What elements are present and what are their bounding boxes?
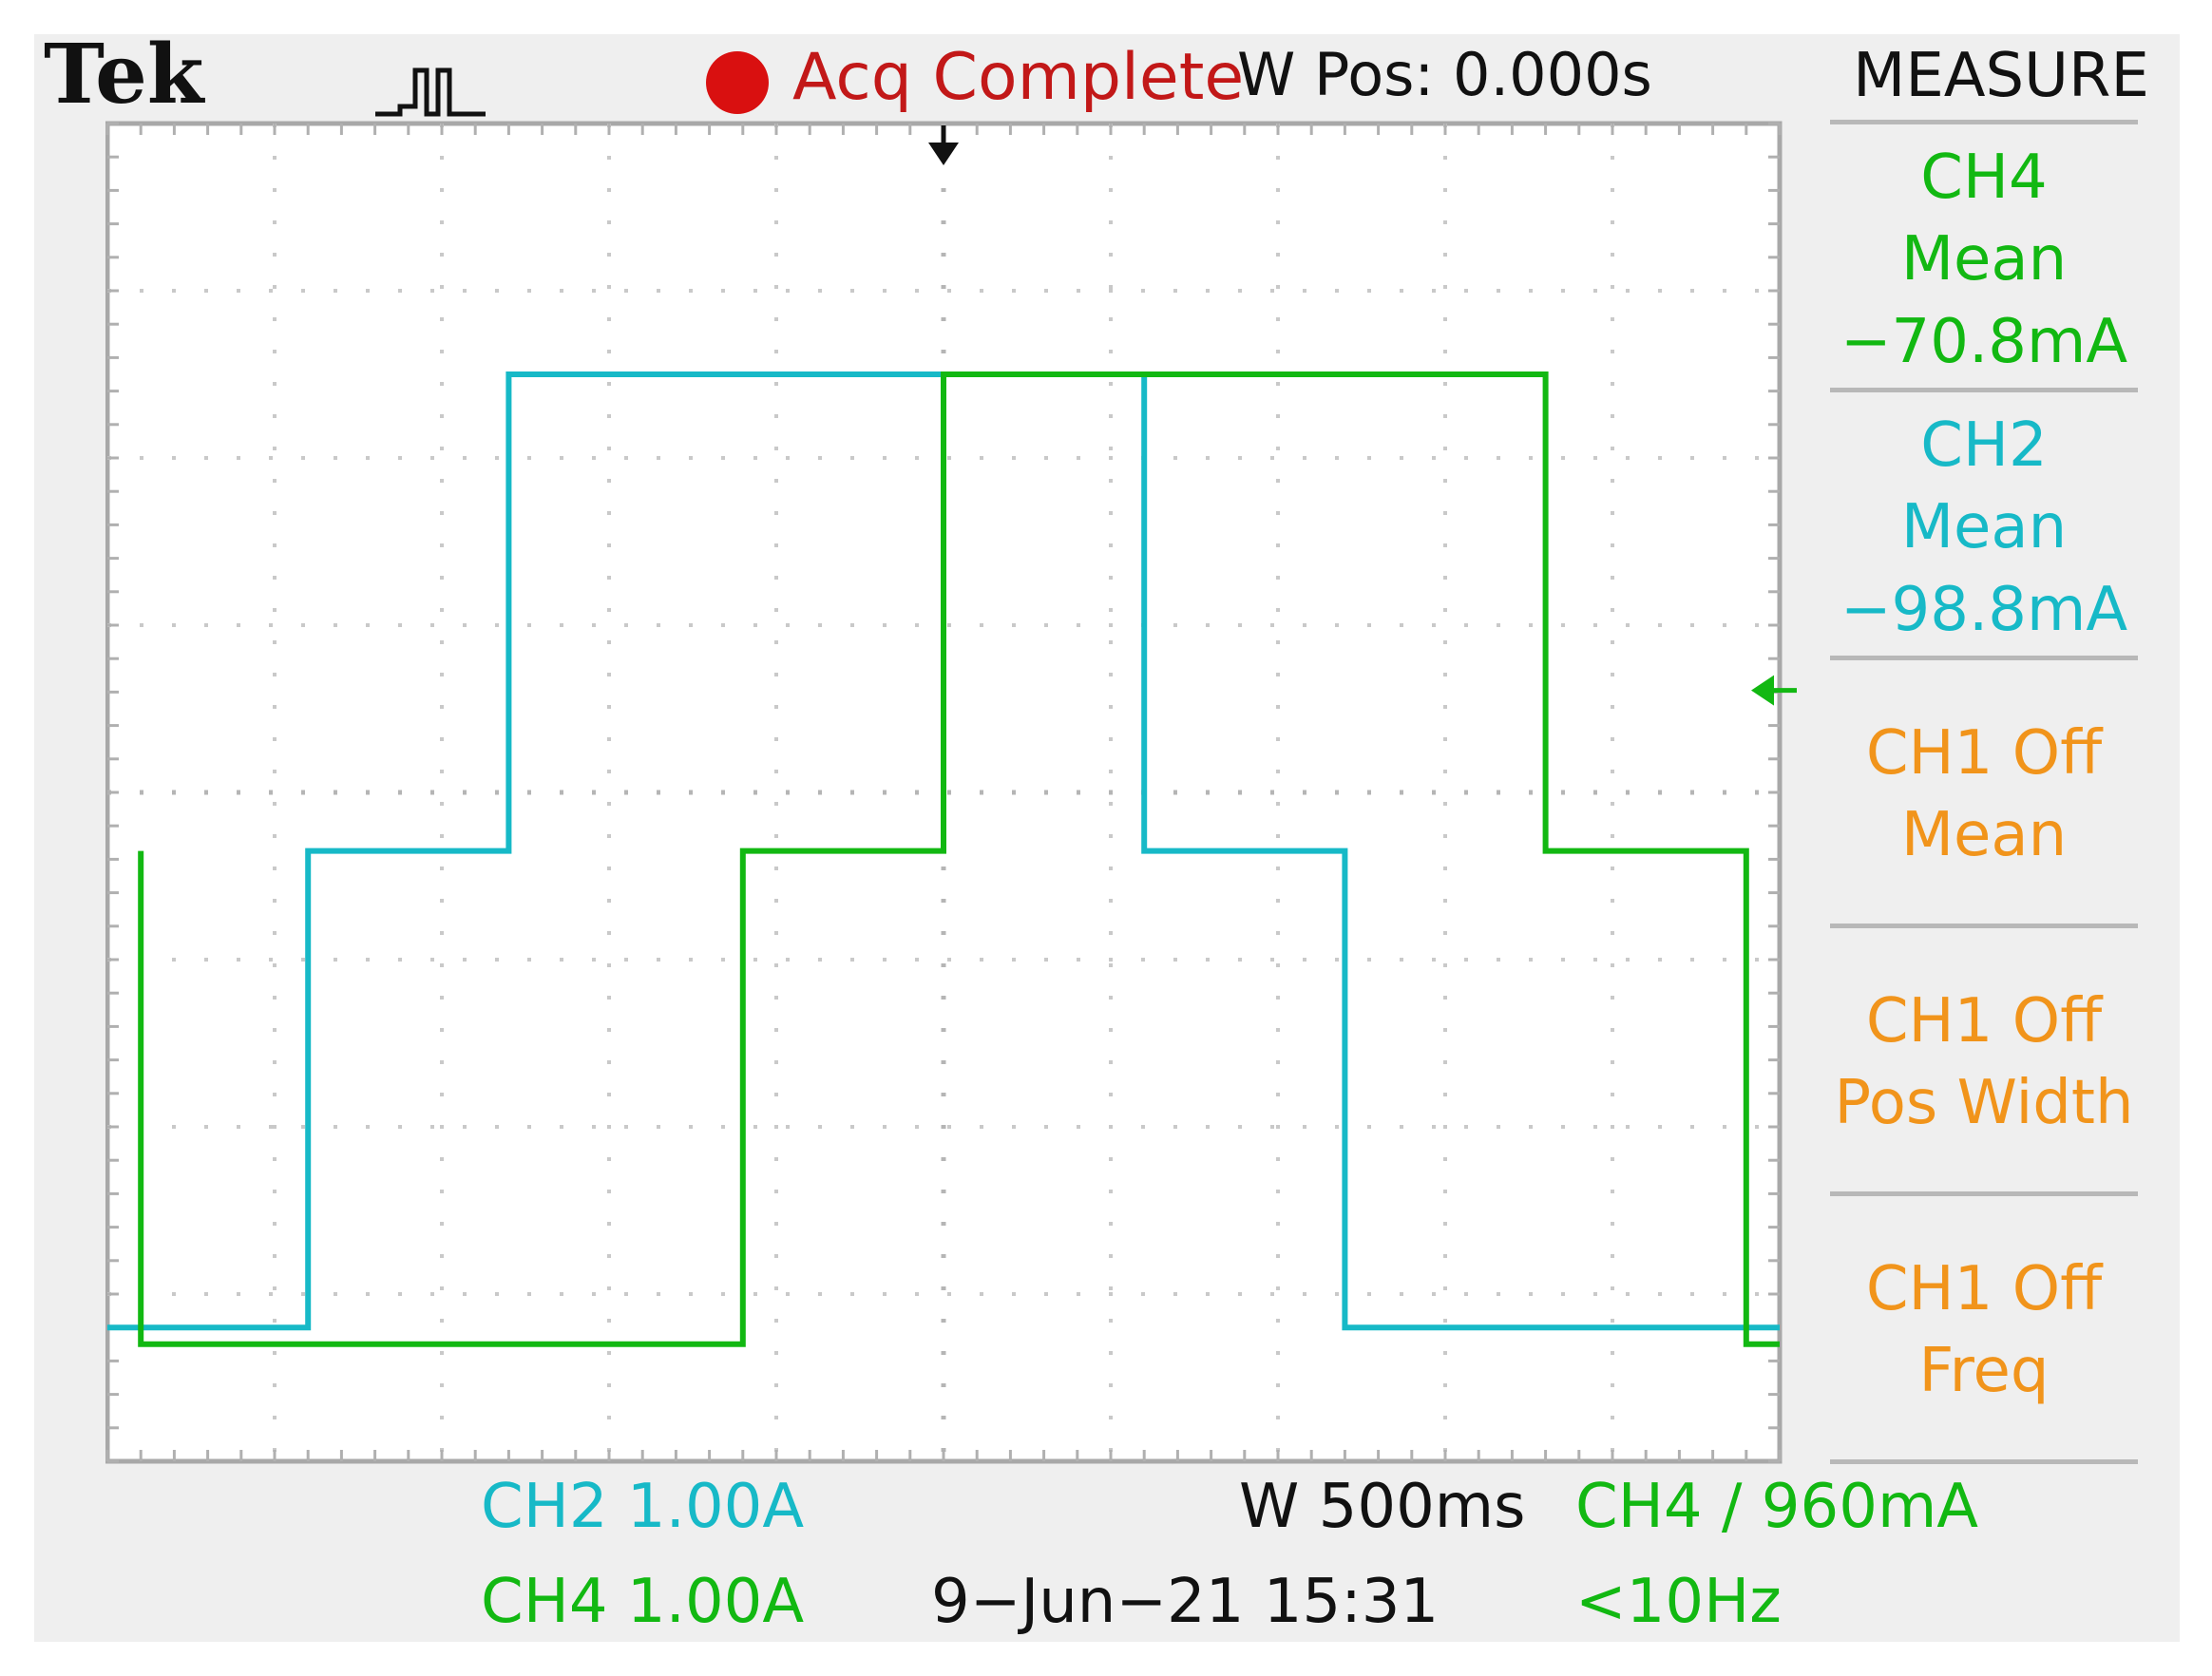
measure-separator [1830, 1459, 2138, 1464]
markers [928, 125, 1797, 706]
measure-separator [1830, 656, 2138, 660]
traces [107, 371, 1780, 1347]
measure-line3: −98.8mA [1840, 574, 2128, 645]
measure-line1: CH1 Off [1865, 986, 2103, 1057]
menu-title: MEASURE [1853, 41, 2149, 111]
brand-logo: Tek [44, 27, 204, 123]
measure-line1: CH1 Off [1865, 1254, 2103, 1324]
measure-line1: CH2 [1920, 410, 2048, 481]
grid [105, 122, 1782, 1463]
trace-ch4 [138, 371, 1780, 1347]
trigger-setting: CH4 ∕ 960mA [1575, 1472, 1979, 1542]
measure-separator [1830, 120, 2138, 124]
measure-separator [1830, 388, 2138, 392]
measure-slot[interactable]: CH4 Mean −70.8mA [1830, 137, 2138, 383]
date-time: 9−Jun−21 15:31 [931, 1567, 1440, 1637]
measure-separator [1830, 1191, 2138, 1196]
window-position: W Pos: 0.000s [1237, 40, 1652, 109]
measure-line2: Mean [1900, 224, 2068, 295]
measure-slot[interactable]: CH2 Mean −98.8mA [1830, 405, 2138, 651]
ch4-scale: CH4 1.00A [481, 1567, 805, 1637]
measure-slot[interactable]: CH1 Off Freq [1830, 1248, 2138, 1413]
trace-ch2 [107, 371, 1780, 1331]
trigger-position-icon [928, 143, 959, 165]
ch2-scale: CH2 1.00A [481, 1472, 805, 1542]
oscilloscope-screen: Tek Acq Complete W Pos: 0.000s MEASURE C… [34, 34, 2180, 1642]
measure-line2: Pos Width [1834, 1068, 2134, 1139]
acquisition-status: Acq Complete [792, 40, 1245, 115]
measure-slot[interactable]: CH1 Off Pos Width [1830, 981, 2138, 1145]
timebase: W 500ms [1239, 1472, 1526, 1542]
acquisition-mode-icon [375, 67, 486, 117]
measure-line3: −70.8mA [1840, 306, 2128, 377]
measure-line2: Mean [1900, 800, 2068, 871]
trigger-level-icon [1751, 675, 1774, 706]
acquisition-status-icon [706, 51, 769, 114]
measure-slot[interactable]: CH1 Off Mean [1830, 713, 2138, 877]
measure-line2: Mean [1900, 492, 2068, 563]
trigger-frequency: <10Hz [1575, 1567, 1782, 1637]
measure-line2: Freq [1918, 1336, 2050, 1407]
measure-separator [1830, 924, 2138, 928]
measure-line1: CH1 Off [1865, 718, 2103, 789]
waveform-plot [105, 121, 1797, 1464]
measure-line1: CH4 [1920, 143, 2048, 213]
